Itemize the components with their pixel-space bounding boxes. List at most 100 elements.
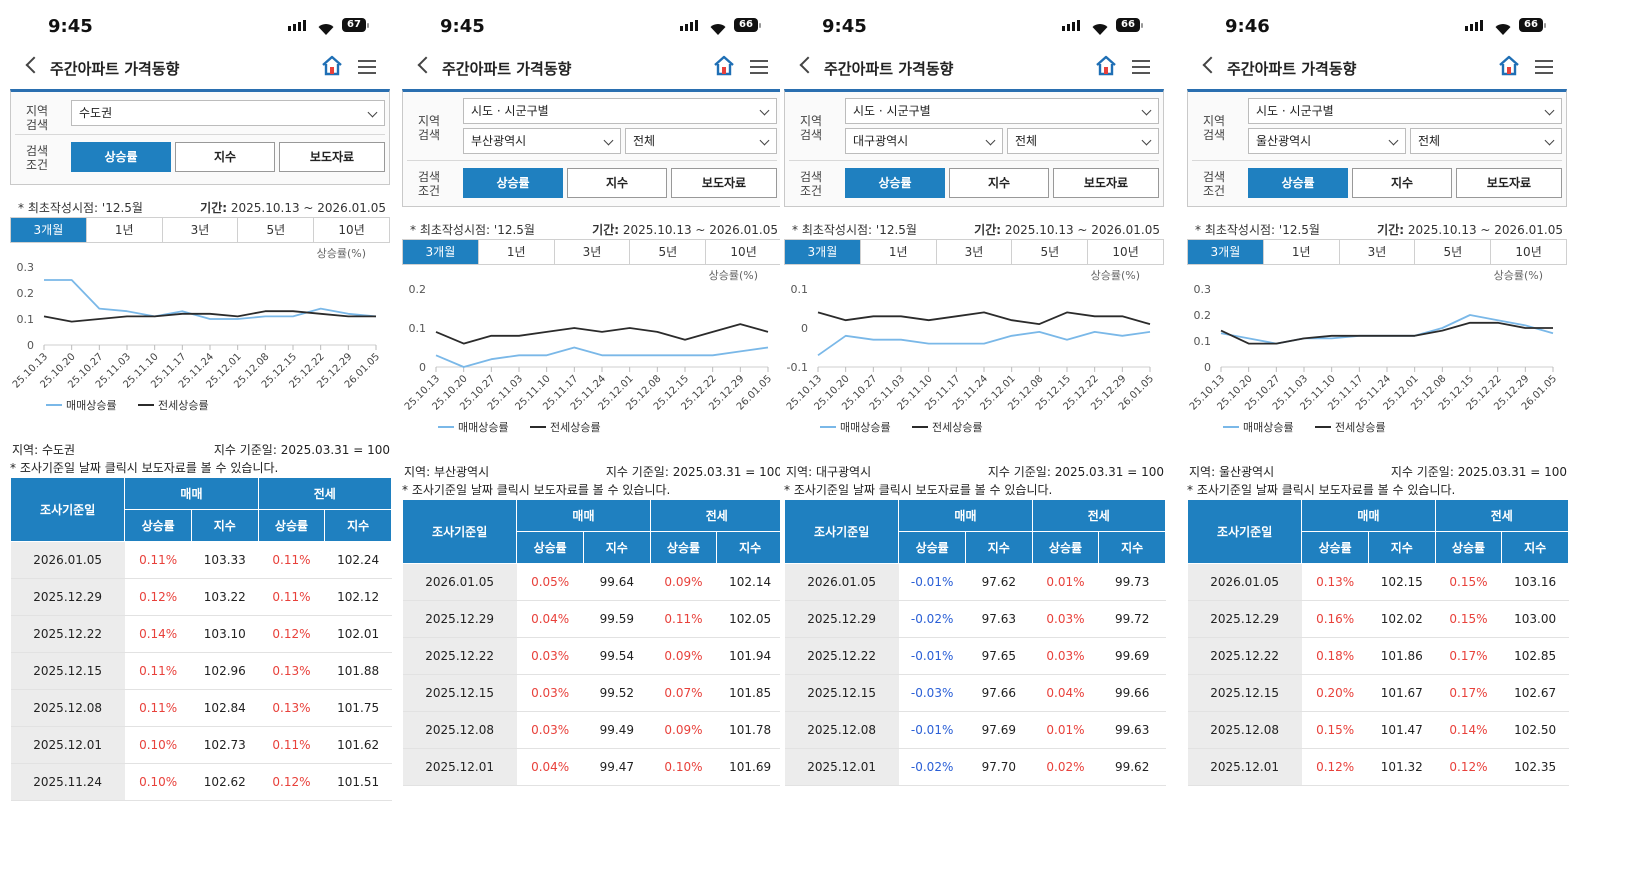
- sale-rate-cell: -0.01%: [898, 637, 966, 675]
- tab-1y[interactable]: 1년: [860, 240, 937, 264]
- index-button[interactable]: 지수: [1352, 168, 1452, 198]
- tab-3y[interactable]: 3년: [1339, 240, 1416, 264]
- sale-index-cell: 103.10: [191, 615, 259, 653]
- menu-icon[interactable]: [1535, 60, 1553, 74]
- rate-button[interactable]: 상승률: [71, 142, 171, 172]
- table-row: 2025.12.08 0.11% 102.84 0.13% 101.75: [10, 689, 392, 727]
- tab-10y[interactable]: 10년: [706, 240, 781, 264]
- survey-date-cell[interactable]: 2025.12.22: [1187, 637, 1302, 675]
- district-select[interactable]: 전체: [625, 128, 777, 154]
- region-name: 지역: 대구광역시: [786, 465, 872, 479]
- survey-date-cell[interactable]: 2026.01.05: [784, 563, 899, 601]
- period-tabs: 3개월 1년 3년 5년 10년: [10, 217, 390, 243]
- district-select[interactable]: 전체: [1410, 128, 1562, 154]
- press-release-button[interactable]: 보도자료: [671, 168, 777, 198]
- tab-1y[interactable]: 1년: [86, 218, 163, 242]
- search-type-select[interactable]: 시도 · 시군구별: [1248, 98, 1562, 124]
- survey-date-cell[interactable]: 2025.12.01: [10, 726, 125, 764]
- rate-button[interactable]: 상승률: [1248, 168, 1348, 198]
- menu-icon[interactable]: [750, 60, 768, 74]
- phone-panel-4: 9:46 66 주간아파트 가격동향 지역 검색 시도 · 시군구별 울산광역시 전체 검색 …: [1183, 0, 1570, 891]
- tab-3m[interactable]: 3개월: [785, 240, 861, 264]
- jeonse-rate-cell: 0.02%: [1032, 748, 1099, 786]
- survey-date-cell[interactable]: 2025.12.08: [402, 711, 517, 749]
- tab-5y[interactable]: 5년: [1012, 240, 1089, 264]
- survey-date-cell[interactable]: 2026.01.05: [1187, 563, 1302, 601]
- district-select[interactable]: 전체: [1007, 128, 1159, 154]
- col-sale-index: 지수: [190, 509, 259, 542]
- tab-3m[interactable]: 3개월: [11, 218, 87, 242]
- rate-button[interactable]: 상승률: [845, 168, 945, 198]
- back-icon[interactable]: [1202, 56, 1220, 74]
- rate-line-chart: 상승률(%) 0 0.1 0.2 25.10.13 25.10.20 25.10.27 25.…: [398, 267, 782, 477]
- survey-date-cell[interactable]: 2025.12.01: [1187, 748, 1302, 786]
- survey-date-cell[interactable]: 2025.12.08: [1187, 711, 1302, 749]
- press-release-button[interactable]: 보도자료: [1053, 168, 1159, 198]
- district-select-value: 전체: [1015, 134, 1038, 148]
- back-icon[interactable]: [25, 56, 43, 74]
- home-icon[interactable]: [320, 54, 344, 78]
- jeonse-index-cell: 102.50: [1501, 711, 1569, 749]
- period-label: 기간:: [200, 201, 228, 215]
- chevron-down-icon: [1544, 105, 1555, 116]
- index-button[interactable]: 지수: [175, 142, 275, 172]
- home-icon[interactable]: [712, 54, 736, 78]
- survey-date-cell[interactable]: 2025.12.22: [402, 637, 517, 675]
- survey-date-cell[interactable]: 2025.12.15: [10, 652, 125, 690]
- survey-date-cell[interactable]: 2025.12.22: [784, 637, 899, 675]
- press-release-button[interactable]: 보도자료: [1456, 168, 1562, 198]
- sale-rate-cell: 0.10%: [124, 763, 192, 801]
- survey-date-cell[interactable]: 2025.12.15: [402, 674, 517, 712]
- survey-date-cell[interactable]: 2025.12.01: [402, 748, 517, 786]
- tab-5y[interactable]: 5년: [1415, 240, 1492, 264]
- index-button[interactable]: 지수: [949, 168, 1049, 198]
- home-icon[interactable]: [1497, 54, 1521, 78]
- survey-date-cell[interactable]: 2025.12.22: [10, 615, 125, 653]
- survey-date-cell[interactable]: 2025.12.29: [784, 600, 899, 638]
- rate-button[interactable]: 상승률: [463, 168, 563, 198]
- tab-5y[interactable]: 5년: [238, 218, 315, 242]
- home-icon[interactable]: [1094, 54, 1118, 78]
- menu-icon[interactable]: [358, 60, 376, 74]
- tab-1y[interactable]: 1년: [1263, 240, 1340, 264]
- survey-date-cell[interactable]: 2025.12.08: [784, 711, 899, 749]
- tab-3y[interactable]: 3년: [936, 240, 1013, 264]
- survey-date-cell[interactable]: 2025.12.29: [402, 600, 517, 638]
- tab-3y[interactable]: 3년: [554, 240, 631, 264]
- jeonse-index-cell: 102.24: [324, 541, 392, 579]
- tab-5y[interactable]: 5년: [630, 240, 707, 264]
- survey-date-cell[interactable]: 2026.01.05: [402, 563, 517, 601]
- table-row: 2025.12.15 -0.03% 97.66 0.04% 99.66: [784, 674, 1166, 712]
- survey-date-cell[interactable]: 2025.12.15: [1187, 674, 1302, 712]
- press-release-note: * 조사기준일 날짜 클릭시 보도자료를 볼 수 있습니다.: [1187, 483, 1456, 497]
- back-icon[interactable]: [799, 56, 817, 74]
- tab-1y[interactable]: 1년: [478, 240, 555, 264]
- tab-10y[interactable]: 10년: [1491, 240, 1566, 264]
- back-icon[interactable]: [417, 56, 435, 74]
- survey-date-cell[interactable]: 2025.12.01: [784, 748, 899, 786]
- city-select[interactable]: 울산광역시: [1248, 128, 1406, 154]
- tab-3m[interactable]: 3개월: [1188, 240, 1264, 264]
- survey-date-cell[interactable]: 2025.12.29: [1187, 600, 1302, 638]
- table-body: 2026.01.05 0.05% 99.64 0.09% 102.14 2025.12.2…: [402, 563, 784, 786]
- survey-date-cell[interactable]: 2025.12.08: [10, 689, 125, 727]
- tab-3m[interactable]: 3개월: [403, 240, 479, 264]
- city-select[interactable]: 부산광역시: [463, 128, 621, 154]
- search-type-select[interactable]: 시도 · 시군구별: [845, 98, 1159, 124]
- region-select[interactable]: 수도권: [71, 100, 385, 126]
- tab-10y[interactable]: 10년: [1088, 240, 1163, 264]
- jeonse-rate-cell: 0.11%: [258, 541, 325, 579]
- header-row: 조사기준일 매매 전세: [401, 499, 785, 564]
- tab-10y[interactable]: 10년: [314, 218, 389, 242]
- survey-date-cell[interactable]: 2025.12.15: [784, 674, 899, 712]
- survey-date-cell[interactable]: 2025.12.29: [10, 578, 125, 616]
- survey-date-cell[interactable]: 2025.11.24: [10, 763, 125, 801]
- tab-3y[interactable]: 3년: [162, 218, 239, 242]
- press-release-button[interactable]: 보도자료: [279, 142, 385, 172]
- search-type-select[interactable]: 시도 · 시군구별: [463, 98, 777, 124]
- survey-date-cell[interactable]: 2026.01.05: [10, 541, 125, 579]
- col-sale-rate: 상승률: [898, 531, 966, 564]
- index-button[interactable]: 지수: [567, 168, 667, 198]
- city-select[interactable]: 대구광역시: [845, 128, 1003, 154]
- menu-icon[interactable]: [1132, 60, 1150, 74]
